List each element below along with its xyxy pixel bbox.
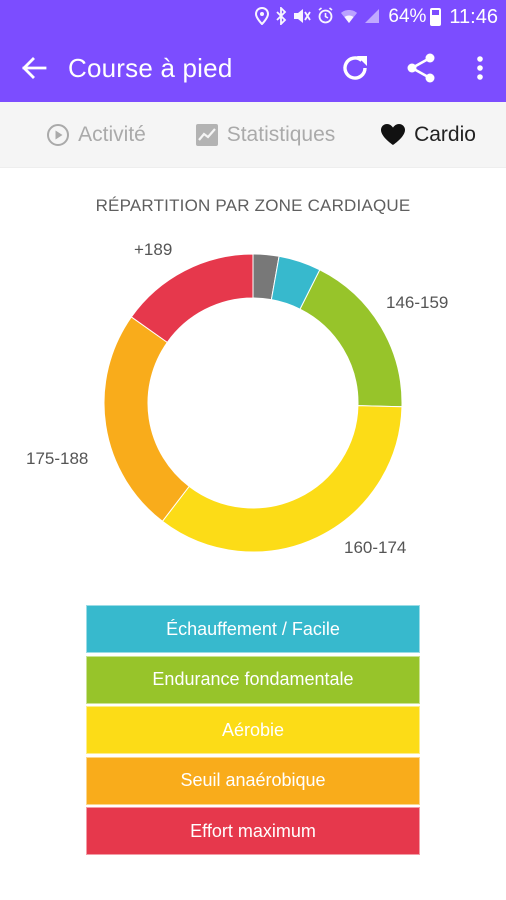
wifi-icon xyxy=(340,8,358,27)
tab-statistiques[interactable]: Statistiques xyxy=(180,102,350,168)
slice-146-159 xyxy=(299,269,403,408)
status-icons xyxy=(255,5,380,28)
alarm-icon xyxy=(317,7,334,27)
status-clock: 11:46 xyxy=(449,5,498,28)
bluetooth-icon xyxy=(275,5,287,28)
refresh-button[interactable] xyxy=(322,34,388,102)
tab-activite[interactable]: Activité xyxy=(0,102,180,168)
chart-title: RÉPARTITION PAR ZONE CARDIAQUE xyxy=(95,196,411,215)
more-vert-icon xyxy=(477,56,483,80)
legend-item-echauffement[interactable]: Échauffement / Facile xyxy=(86,605,420,653)
slice-160-174 xyxy=(161,405,403,553)
heart-zone-donut-chart xyxy=(103,253,403,553)
chart-icon xyxy=(195,123,218,146)
location-icon xyxy=(255,6,270,28)
legend-item-endurance[interactable]: Endurance fondamentale xyxy=(86,655,420,704)
legend-item-aerobie[interactable]: Aérobie xyxy=(86,706,420,754)
refresh-icon xyxy=(343,56,367,80)
zone-label-160-174: 160-174 xyxy=(344,538,407,557)
status-bar: 64% 11:46 xyxy=(0,0,506,34)
tab-cardio[interactable]: Cardio xyxy=(350,102,506,168)
zone-label-189-plus: +189 xyxy=(134,240,173,259)
slice-189-plus xyxy=(130,253,254,344)
heart-icon xyxy=(381,123,406,145)
app-bar: Course à pied xyxy=(0,34,506,102)
zone-label-175-188: 175-188 xyxy=(26,449,89,468)
battery-indicator: 64% xyxy=(388,6,442,28)
back-button[interactable] xyxy=(0,34,68,102)
share-button[interactable] xyxy=(388,34,454,102)
tab-statistiques-label: Statistiques xyxy=(226,122,336,146)
legend-item-effort-max[interactable]: Effort maximum xyxy=(86,807,420,855)
zone-legend: Échauffement / Facile Endurance fondamen… xyxy=(86,605,420,858)
back-arrow-icon xyxy=(22,57,47,79)
legend-item-seuil[interactable]: Seuil anaérobique xyxy=(86,756,420,805)
zone-label-146-159: 146-159 xyxy=(386,293,449,312)
tab-bar: Activité Statistiques Cardio xyxy=(0,102,506,168)
more-options-button[interactable] xyxy=(454,34,506,102)
play-circle-icon xyxy=(47,123,70,146)
mute-icon xyxy=(293,8,312,27)
tab-cardio-label: Cardio xyxy=(414,122,476,146)
signal-icon xyxy=(364,8,380,27)
battery-icon xyxy=(430,8,442,26)
page-title: Course à pied xyxy=(68,52,233,83)
share-icon xyxy=(407,53,435,83)
tab-activite-label: Activité xyxy=(78,122,146,146)
battery-percent: 64% xyxy=(388,6,427,27)
slice-175-188 xyxy=(103,316,190,523)
